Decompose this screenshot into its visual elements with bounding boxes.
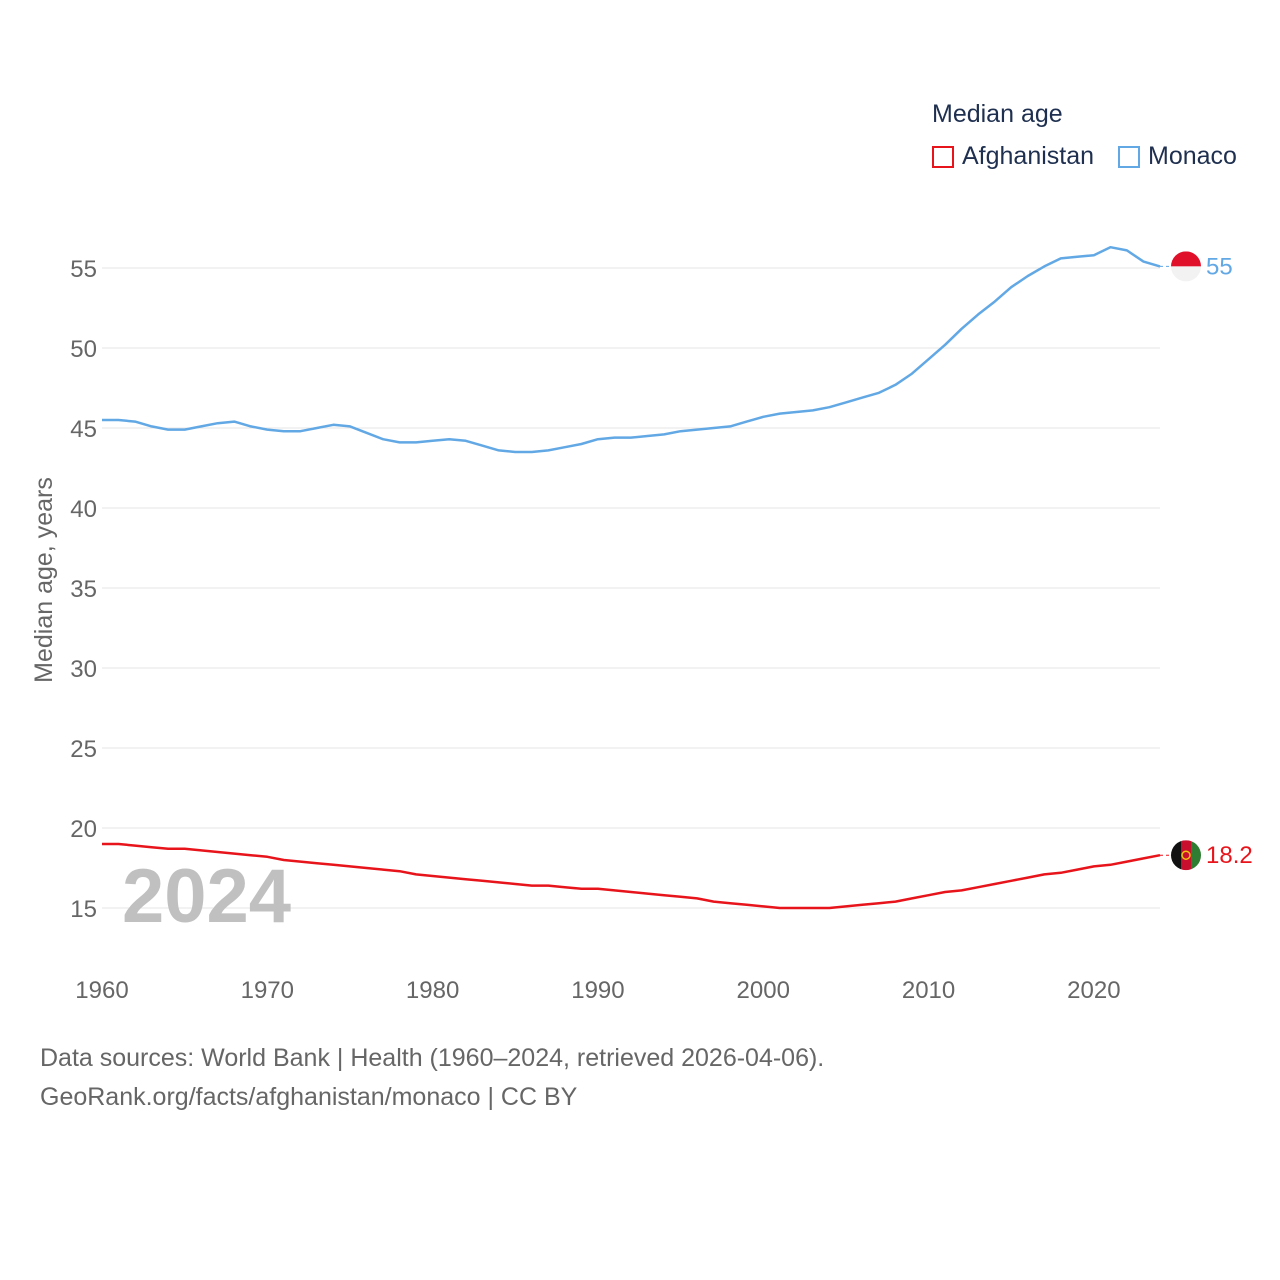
y-tick-label-20: 20 [70, 816, 97, 843]
afghanistan-flag-icon [1171, 840, 1201, 871]
source-line-1: Data sources: World Bank | Health (1960–… [40, 1044, 825, 1072]
end-value-label-monaco: 55 [1206, 253, 1233, 280]
source-line-2[interactable]: GeoRank.org/facts/afghanistan/monaco | C… [40, 1083, 578, 1111]
x-tick-label-1980: 1980 [406, 977, 459, 1004]
legend-title: Median age [932, 100, 1063, 128]
legend-swatch-monaco [1118, 145, 1140, 168]
y-tick-label-50: 50 [70, 336, 97, 363]
x-tick-label-2000: 2000 [737, 977, 790, 1004]
legend-label-afghanistan: Afghanistan [962, 142, 1095, 170]
y-tick-label-15: 15 [70, 896, 97, 923]
x-tick-label-1990: 1990 [571, 977, 624, 1004]
y-tick-label-35: 35 [70, 576, 97, 603]
series-line-monaco[interactable] [102, 245, 1161, 454]
x-tick-label-1970: 1970 [241, 977, 294, 1004]
legend-swatch-afghanistan [932, 145, 954, 168]
y-tick-label-30: 30 [70, 656, 97, 683]
series-line-afghanistan[interactable] [102, 842, 1161, 910]
y-axis-label: Median age, years [30, 477, 58, 683]
y-tick-label-25: 25 [70, 736, 97, 763]
legend-item-monaco[interactable]: Monaco [1118, 142, 1237, 171]
x-tick-label-2020: 2020 [1067, 977, 1120, 1004]
y-tick-label-40: 40 [70, 496, 97, 523]
monaco-flag-icon [1171, 251, 1201, 282]
y-tick-label-45: 45 [70, 416, 97, 443]
end-value-label-afghanistan: 18.2 [1206, 842, 1253, 869]
x-tick-label-1960: 1960 [75, 977, 128, 1004]
legend-label-monaco: Monaco [1148, 142, 1237, 170]
y-tick-label-55: 55 [70, 256, 97, 283]
year-watermark: 2024 [122, 854, 291, 939]
legend-item-afghanistan[interactable]: Afghanistan [932, 142, 1094, 171]
x-tick-label-2010: 2010 [902, 977, 955, 1004]
